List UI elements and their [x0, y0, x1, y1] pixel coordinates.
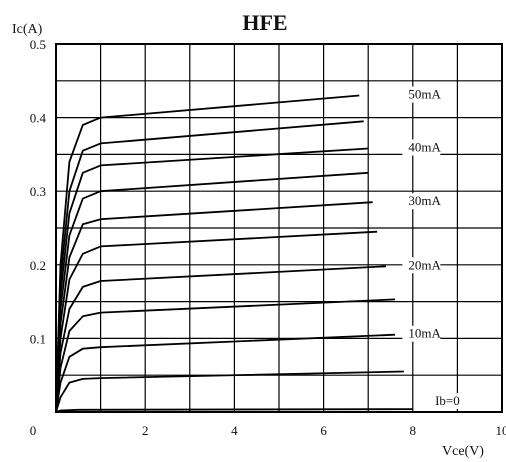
x-tick-label: 2 [142, 423, 149, 438]
tick-labels: 0 2 4 6 8 10 0.1 0.2 0.3 0.4 0.5 [30, 37, 506, 438]
curve-label-background [402, 325, 441, 342]
x-tick-label: 6 [320, 423, 327, 438]
chart-title: HFE [242, 10, 287, 35]
curve-line [55, 94, 360, 413]
x-axis-label: Vce(V) [442, 444, 484, 459]
curve-label-background [429, 393, 468, 410]
x-tick-label: 4 [231, 423, 238, 438]
curve-line [55, 370, 404, 413]
x-tick-label: 8 [410, 423, 417, 438]
x-tick-label: 10 [496, 423, 506, 438]
curve-line [55, 298, 396, 413]
x-tick-label: 0 [30, 423, 37, 438]
curve-label-background [402, 257, 441, 274]
curve-label: 10mA [408, 326, 441, 341]
y-axis-label: Ic(A) [12, 22, 43, 37]
y-tick-label: 0.4 [30, 111, 47, 126]
plot-frame [55, 43, 503, 413]
curve-labels: Ib=0 10mA 20mA 30mA 40mA 50mA [402, 86, 468, 410]
y-tick-label: 0.3 [30, 184, 46, 199]
curve-label: 50mA [408, 87, 441, 102]
curve-label: 30mA [408, 193, 441, 208]
y-tick-label: 0.1 [30, 331, 46, 346]
y-tick-label: 0.2 [30, 258, 46, 273]
curve-line [55, 333, 396, 413]
curves [55, 94, 413, 413]
curve-label: Ib=0 [435, 393, 460, 408]
curve-label: 40mA [408, 140, 441, 155]
curve-label-background [402, 86, 441, 103]
curve-label-background [402, 193, 441, 210]
curve-label-background [402, 139, 441, 156]
y-tick-label: 0.5 [30, 37, 46, 52]
curve-label: 20mA [408, 257, 441, 272]
